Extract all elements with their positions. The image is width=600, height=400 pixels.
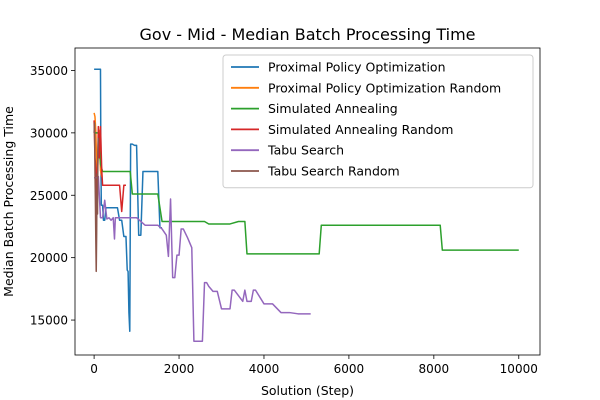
x-axis-label: Solution (Step)	[261, 383, 354, 398]
plot-frame	[74, 47, 541, 356]
series-layer	[93, 68, 519, 343]
x-tick-label: 10000	[500, 362, 538, 376]
series-line-2	[94, 132, 519, 255]
x-tick-label: 4000	[249, 362, 280, 376]
y-axis-label: Median Batch Processing Time	[1, 106, 16, 297]
y-tick-label: 35000	[30, 64, 68, 78]
series-line-4	[94, 175, 311, 343]
x-axis: 0 2000 4000 6000 8000 10000	[90, 355, 538, 376]
y-tick-label: 15000	[30, 314, 68, 328]
legend: Proximal Policy Optimization Proximal Pol…	[222, 54, 534, 189]
x-tick-label: 6000	[334, 362, 365, 376]
y-tick-label: 20000	[30, 251, 68, 265]
legend-entry-0: Proximal Policy Optimization	[268, 60, 446, 75]
legend-box	[222, 54, 534, 189]
legend-entry-4: Tabu Search	[267, 143, 344, 158]
y-tick-label: 30000	[30, 126, 68, 140]
chart-title: Gov - Mid - Median Batch Processing Time	[140, 25, 476, 44]
legend-entry-2: Simulated Annealing	[268, 101, 398, 116]
series-line-0	[93, 68, 163, 333]
series-line-5	[93, 122, 100, 273]
x-tick-label: 0	[90, 362, 98, 376]
y-tick-label: 25000	[30, 189, 68, 203]
legend-entry-1: Proximal Policy Optimization Random	[268, 80, 501, 95]
legend-entry-5: Tabu Search Random	[267, 164, 400, 179]
x-tick-label: 2000	[164, 362, 195, 376]
x-tick-label: 8000	[419, 362, 450, 376]
legend-entry-3: Simulated Annealing Random	[268, 122, 453, 137]
y-axis: 15000 20000 25000 30000 35000	[30, 64, 75, 328]
